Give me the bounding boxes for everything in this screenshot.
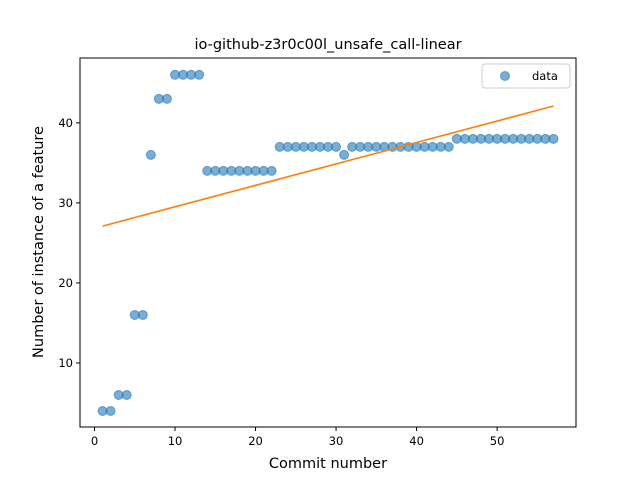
y-tick-label: 10 (58, 356, 73, 370)
x-axis-label: Commit number (269, 456, 387, 472)
legend-box (481, 63, 571, 89)
y-axis: 10 20 30 40 (58, 116, 80, 370)
data-point (145, 149, 156, 160)
x-tick-label: 30 (329, 434, 344, 448)
x-tick-label: 50 (490, 434, 505, 448)
y-tick-label: 40 (58, 116, 73, 130)
y-tick-label: 30 (58, 196, 73, 210)
data-point (137, 309, 148, 320)
fit-line (102, 105, 554, 227)
legend-marker (500, 71, 510, 81)
y-axis-label: Number of instance of a feature (31, 126, 47, 358)
x-axis: 0 10 20 30 40 50 (91, 427, 505, 448)
data-point (105, 405, 116, 416)
data-point (331, 141, 342, 152)
x-tick-label: 10 (168, 434, 183, 448)
plot-frame (79, 57, 577, 428)
data-point (548, 133, 559, 144)
y-tick-label: 20 (58, 276, 73, 290)
legend: data (481, 63, 571, 89)
legend-label: data (532, 69, 558, 83)
data-point (339, 149, 350, 160)
x-tick-label: 20 (248, 434, 263, 448)
data-point (161, 93, 172, 104)
x-tick-label: 0 (91, 434, 98, 448)
plot-area (97, 69, 559, 416)
data-point (121, 389, 132, 400)
chart-title: io-github-z3r0c00l_unsafe_call-linear (194, 37, 461, 53)
x-tick-label: 40 (409, 434, 424, 448)
data-point (266, 165, 277, 176)
data-point (443, 141, 454, 152)
data-point (194, 69, 205, 80)
